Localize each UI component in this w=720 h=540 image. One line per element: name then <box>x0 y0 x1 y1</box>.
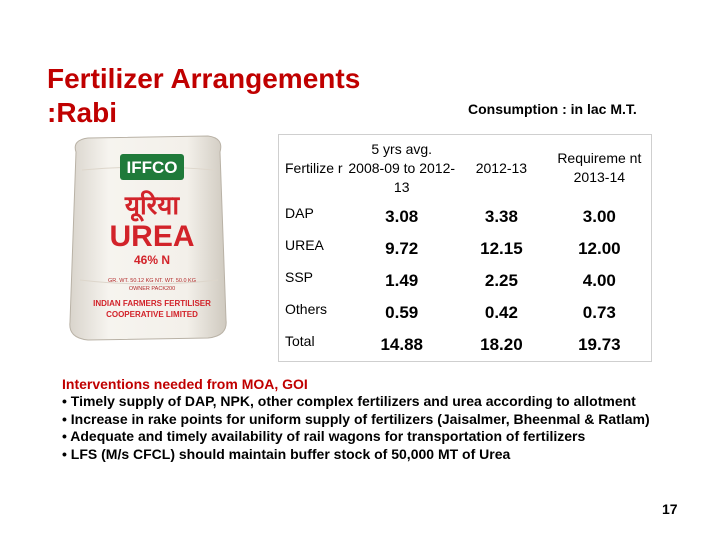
table-row: UREA 9.72 12.15 12.00 <box>279 233 652 265</box>
header-5yr-avg: 5 yrs avg. 2008-09 to 2012-13 <box>348 135 455 202</box>
table-row: Others 0.59 0.42 0.73 <box>279 297 652 329</box>
urea-bag-image: IFFCO यूरिया UREA 46% N GR. WT. 50.12 KG… <box>69 135 227 341</box>
header-requirement-line2: 2013-14 <box>573 169 626 185</box>
slide-title-line1: Fertilizer Arrangements <box>47 63 361 94</box>
interventions-heading: Interventions needed from MOA, GOI <box>62 376 308 392</box>
row-5yr-avg: 14.88 <box>380 334 423 354</box>
header-5yr-avg-line1: 5 yrs avg. <box>371 140 433 157</box>
intervention-item: • LFS (M/s CFCL) should maintain buffer … <box>62 445 511 462</box>
header-requirement-line1: Requireme nt <box>557 150 642 166</box>
row-name: DAP <box>285 205 314 221</box>
slide-title-line2: :Rabi <box>47 97 117 128</box>
row-2012-13: 2.25 <box>484 271 518 290</box>
header-2012-13: 2012-13 <box>475 159 528 176</box>
table-row: SSP 1.49 2.25 4.00 <box>279 265 652 297</box>
row-5yr-avg: 3.08 <box>385 207 419 226</box>
table-row-total: Total 14.88 18.20 19.73 <box>279 329 652 361</box>
row-requirement: 12.00 <box>578 239 621 258</box>
bag-maker-line2: COOPERATIVE LIMITED <box>106 310 198 319</box>
page-number: 17 <box>662 501 678 517</box>
row-requirement: 3.00 <box>582 207 616 226</box>
consumption-unit-note: Consumption : in lac M.T. <box>468 101 637 117</box>
row-requirement: 0.73 <box>582 303 616 322</box>
row-2012-13: 12.15 <box>480 239 523 258</box>
row-5yr-avg: 9.72 <box>385 239 419 258</box>
row-5yr-avg: 1.49 <box>385 271 419 290</box>
bag-weight-text: GR. WT. 50.12 KG NT. WT. 50.0 KG <box>108 278 196 284</box>
slide-title: Fertilizer Arrangements :Rabi <box>47 62 360 130</box>
header-5yr-avg-line2: 2008-09 to 2012-13 <box>348 159 456 195</box>
row-5yr-avg: 0.59 <box>385 303 419 322</box>
row-requirement: 4.00 <box>582 271 616 290</box>
bag-maker-line1: INDIAN FARMERS FERTILISER <box>93 299 211 308</box>
intervention-item: • Timely supply of DAP, NPK, other compl… <box>62 393 636 410</box>
bag-pack-text: OWNER PACK200 <box>129 286 175 292</box>
header-requirement: Requireme nt 2013-14 <box>548 135 652 202</box>
row-name: Total <box>285 333 315 349</box>
consumption-table: Fertilize r 5 yrs avg. 2008-09 to 2012-1… <box>278 134 652 362</box>
row-name: UREA <box>285 237 324 253</box>
row-2012-13: 0.42 <box>484 303 518 322</box>
header-fertilizer: Fertilize r <box>285 159 343 176</box>
row-name: Others <box>285 301 328 317</box>
bag-body <box>69 135 227 341</box>
table-header-row: Fertilize r 5 yrs avg. 2008-09 to 2012-1… <box>279 135 652 202</box>
intervention-item: • Increase in rake points for uniform su… <box>62 410 650 427</box>
bag-urea-text: UREA <box>109 220 194 253</box>
row-requirement: 19.73 <box>578 334 621 354</box>
row-2012-13: 3.38 <box>484 207 518 226</box>
row-2012-13: 18.20 <box>480 334 523 354</box>
bag-nitrogen-text: 46% N <box>134 253 170 267</box>
intervention-item: • Adequate and timely availability of ra… <box>62 428 586 445</box>
bag-brand-text: IFFCO <box>127 158 178 177</box>
interventions-notes: Interventions needed from MOA, GOI • Tim… <box>62 376 682 463</box>
bag-hindi-text: यूरिया <box>124 190 181 222</box>
table-row: DAP 3.08 3.38 3.00 <box>279 201 652 233</box>
brand-badge <box>120 154 184 180</box>
row-name: SSP <box>285 269 314 285</box>
